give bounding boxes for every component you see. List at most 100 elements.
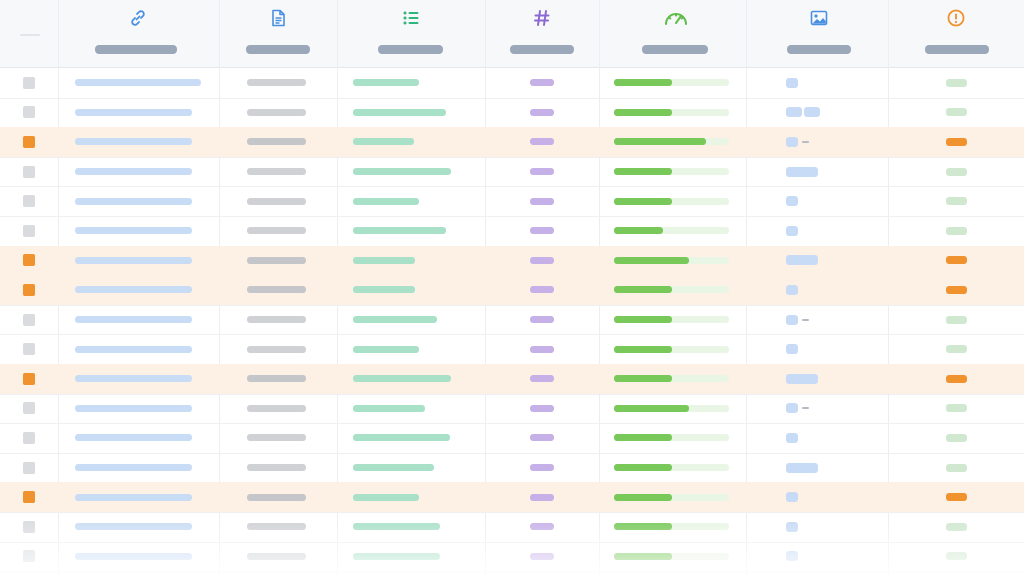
row-checkbox[interactable] (23, 402, 35, 415)
row-checkbox[interactable] (23, 106, 35, 119)
header-image-label-placeholder (787, 45, 851, 54)
link-cell-value[interactable] (75, 316, 192, 324)
row-checkbox[interactable] (23, 520, 35, 533)
table-row[interactable] (0, 482, 1024, 513)
link-cell-value[interactable] (75, 286, 192, 294)
row-checkbox[interactable] (23, 461, 35, 474)
link-cell-value[interactable] (75, 404, 192, 412)
row-checkbox[interactable] (23, 283, 35, 296)
image-thumbnail[interactable] (786, 551, 798, 562)
link-cell-value[interactable] (75, 375, 192, 383)
image-thumbnail[interactable] (786, 432, 798, 443)
progress-fill (614, 375, 672, 383)
image-thumbnail[interactable] (786, 225, 798, 236)
row-checkbox[interactable] (23, 343, 35, 356)
row-checkbox[interactable] (23, 313, 35, 326)
number-cell-value (530, 464, 554, 472)
image-thumbnail[interactable] (786, 196, 798, 207)
row-checkbox[interactable] (23, 431, 35, 444)
image-thumbnail[interactable] (786, 462, 818, 473)
table-row[interactable] (0, 68, 1024, 99)
table-row[interactable] (0, 334, 1024, 365)
table-row[interactable] (0, 216, 1024, 247)
header-list-column[interactable] (337, 0, 485, 67)
table-row[interactable] (0, 186, 1024, 217)
image-thumbnail[interactable] (786, 77, 798, 88)
header-document-label-placeholder (246, 45, 310, 54)
table-row[interactable] (0, 275, 1024, 306)
table-row[interactable] (0, 245, 1024, 277)
link-cell-value[interactable] (75, 197, 192, 205)
status-badge (946, 374, 967, 383)
link-cell-value[interactable] (75, 256, 192, 264)
row-checkbox[interactable] (23, 76, 35, 89)
progress-fill (614, 138, 706, 146)
table-row[interactable] (0, 423, 1024, 454)
link-cell-value[interactable] (75, 493, 192, 501)
progress-fill (614, 168, 672, 176)
row-checkbox[interactable] (23, 372, 35, 385)
row-checkbox[interactable] (23, 165, 35, 178)
image-thumbnail[interactable] (786, 373, 818, 384)
image-thumbnail[interactable] (786, 403, 798, 414)
table-row[interactable] (0, 364, 1024, 395)
row-checkbox[interactable] (23, 135, 35, 148)
progress-fill (614, 197, 672, 205)
header-number-column[interactable] (485, 0, 599, 67)
image-thumbnail[interactable] (786, 314, 798, 325)
list-cell-value (353, 316, 437, 324)
progress-fill (614, 523, 672, 531)
link-cell-value[interactable] (75, 464, 192, 472)
image-thumbnail[interactable] (804, 107, 820, 118)
link-cell-value[interactable] (75, 552, 192, 560)
image-thumbnail[interactable] (786, 492, 798, 503)
number-cell-value (530, 79, 554, 87)
header-link-column[interactable] (58, 0, 219, 67)
table-row[interactable] (0, 453, 1024, 484)
image-thumbnail[interactable] (786, 284, 798, 295)
table-row[interactable] (0, 157, 1024, 188)
link-cell-value[interactable] (75, 108, 192, 116)
link-cell-value[interactable] (75, 79, 201, 87)
number-cell-value (530, 227, 554, 235)
row-checkbox[interactable] (23, 550, 35, 563)
header-document-column[interactable] (219, 0, 337, 67)
link-cell-value[interactable] (75, 434, 192, 442)
list-cell-value (353, 138, 414, 146)
table-row[interactable] (0, 127, 1024, 158)
row-checkbox[interactable] (23, 224, 35, 237)
header-select-column[interactable] (0, 0, 58, 67)
link-cell-value[interactable] (75, 523, 192, 531)
link-cell-value[interactable] (75, 345, 192, 353)
text-cell-value (247, 434, 306, 442)
image-thumbnail[interactable] (786, 166, 818, 177)
header-progress-column[interactable] (599, 0, 746, 67)
table-row[interactable] (0, 542, 1024, 573)
link-cell-value[interactable] (75, 168, 192, 176)
header-status-column[interactable] (888, 0, 1024, 67)
table-row[interactable] (0, 512, 1024, 543)
table-row[interactable] (0, 394, 1024, 425)
table-row[interactable] (0, 305, 1024, 336)
image-thumbnail[interactable] (786, 136, 798, 147)
row-checkbox[interactable] (23, 195, 35, 208)
row-checkbox[interactable] (23, 491, 35, 504)
status-badge (946, 433, 967, 442)
status-badge (946, 552, 967, 561)
list-cell-value (353, 375, 451, 383)
header-image-column[interactable] (746, 0, 888, 67)
image-thumbnail[interactable] (786, 344, 798, 355)
image-thumbnail[interactable] (786, 107, 802, 118)
image-thumbnail[interactable] (786, 521, 798, 532)
image-thumbnail[interactable] (786, 255, 818, 266)
number-cell-value (530, 286, 554, 294)
row-checkbox[interactable] (23, 254, 35, 267)
table-row[interactable] (0, 98, 1024, 129)
link-cell-value[interactable] (75, 227, 192, 235)
gauge-icon (663, 8, 689, 28)
image-more-indicator (802, 318, 809, 321)
list-cell-value (353, 404, 425, 412)
progress-bar (614, 108, 729, 116)
link-cell-value[interactable] (75, 138, 192, 146)
grid-header (0, 0, 1024, 68)
